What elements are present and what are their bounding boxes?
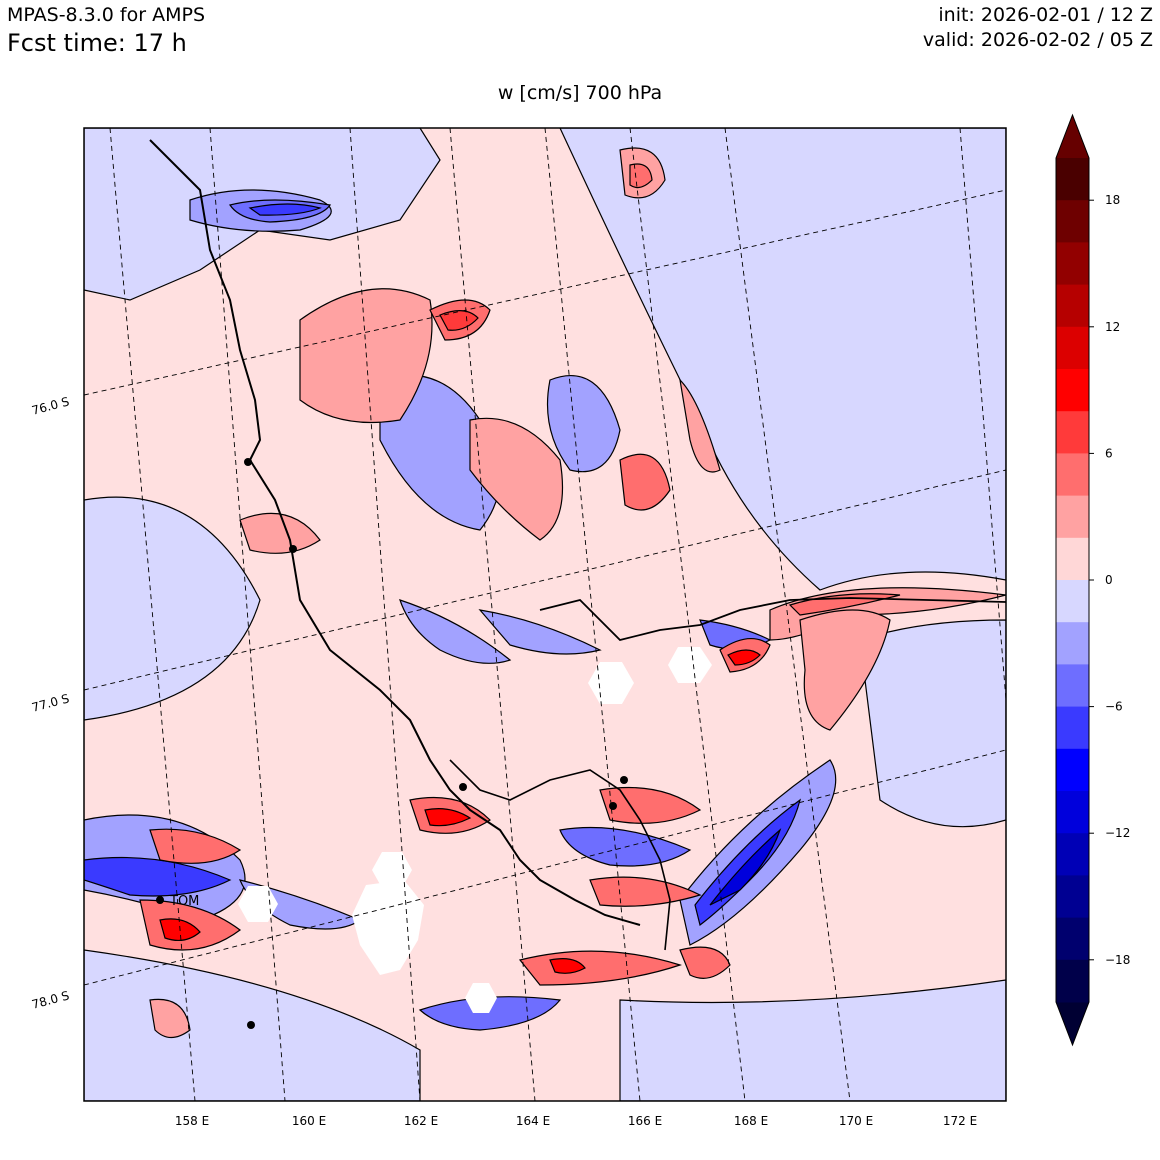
colorbar-segment (1056, 284, 1089, 328)
colorbar-segment (1056, 622, 1089, 665)
negative-w-regions (84, 128, 1006, 1101)
init-time: init: 2026-02-01 / 12 Z (938, 4, 1153, 26)
colorbar-tick-label: 18 (1105, 193, 1120, 207)
colorbar-segment (1056, 158, 1089, 201)
lat-label-77: 77.0 S (30, 691, 70, 714)
colorbar-tick-label: −6 (1105, 700, 1123, 714)
valid-time: valid: 2026-02-02 / 05 Z (922, 29, 1153, 51)
lon-label-168: 168 E (734, 1114, 768, 1128)
colorbar-segment (1056, 200, 1089, 243)
lon-label-160: 160 E (292, 1114, 326, 1128)
lon-label-172: 172 E (943, 1114, 977, 1128)
forecast-time: Fcst time: 17 h (7, 29, 187, 57)
colorbar-tick-label: 6 (1105, 446, 1113, 460)
lon-label-170: 170 E (839, 1114, 873, 1128)
colorbar-segment (1056, 664, 1089, 708)
colorbar-segment (1056, 875, 1089, 919)
graticule (84, 128, 1006, 1101)
lon-labels: 158 E 160 E 162 E 164 E 166 E 168 E 170 … (175, 1114, 977, 1128)
colorbar-segment (1056, 706, 1089, 750)
colorbar-tick-label: −18 (1105, 953, 1130, 967)
colorbar-segment (1056, 917, 1089, 961)
model-name: MPAS-8.3.0 for AMPS (7, 4, 206, 26)
ice-shelf-edge (449, 759, 671, 951)
colorbar: 18 12 6 0 −6 −12 −18 (1055, 113, 1130, 1047)
colorbar-over-triangle (1056, 115, 1089, 158)
lon-label-164: 164 E (516, 1114, 550, 1128)
coastline-east (539, 597, 1006, 641)
lat-label-78: 78.0 S (30, 988, 70, 1011)
colorbar-outline (1055, 113, 1090, 1047)
plot-title: w [cm/s] 700 hPa (497, 82, 663, 104)
colorbar-segment (1056, 959, 1089, 1003)
colorbar-segment (1056, 326, 1089, 370)
colorbar-segment (1056, 748, 1089, 792)
colorbar-tick-label: 12 (1105, 320, 1120, 334)
map-frame (83, 127, 1007, 1102)
colorbar-segment (1056, 537, 1089, 581)
coastline (149, 139, 641, 926)
lat-labels: 76.0 S 77.0 S 78.0 S (30, 394, 70, 1011)
stations (156, 458, 628, 1029)
colorbar-segment (1056, 369, 1089, 412)
colorbar-tick-label: 0 (1105, 573, 1113, 587)
colorbar-tick-label: −12 (1105, 826, 1130, 840)
colorbar-segment (1056, 791, 1089, 834)
colorbar-segment (1056, 242, 1089, 286)
station-label: TOM (169, 894, 199, 909)
colorbar-segment (1056, 411, 1089, 454)
map-panel: TOM (84, 128, 1006, 1101)
lon-label-166: 166 E (628, 1114, 662, 1128)
lat-label-76: 76.0 S (30, 394, 70, 417)
colorbar-under-triangle (1056, 1002, 1089, 1045)
colorbar-segment (1056, 580, 1089, 623)
lon-label-158: 158 E (175, 1114, 209, 1128)
positive-w-regions (139, 147, 1006, 1039)
colorbar-segment (1056, 453, 1089, 497)
colorbar-segment (1056, 495, 1089, 539)
colorbar-segment (1056, 833, 1089, 876)
lon-label-162: 162 E (404, 1114, 438, 1128)
